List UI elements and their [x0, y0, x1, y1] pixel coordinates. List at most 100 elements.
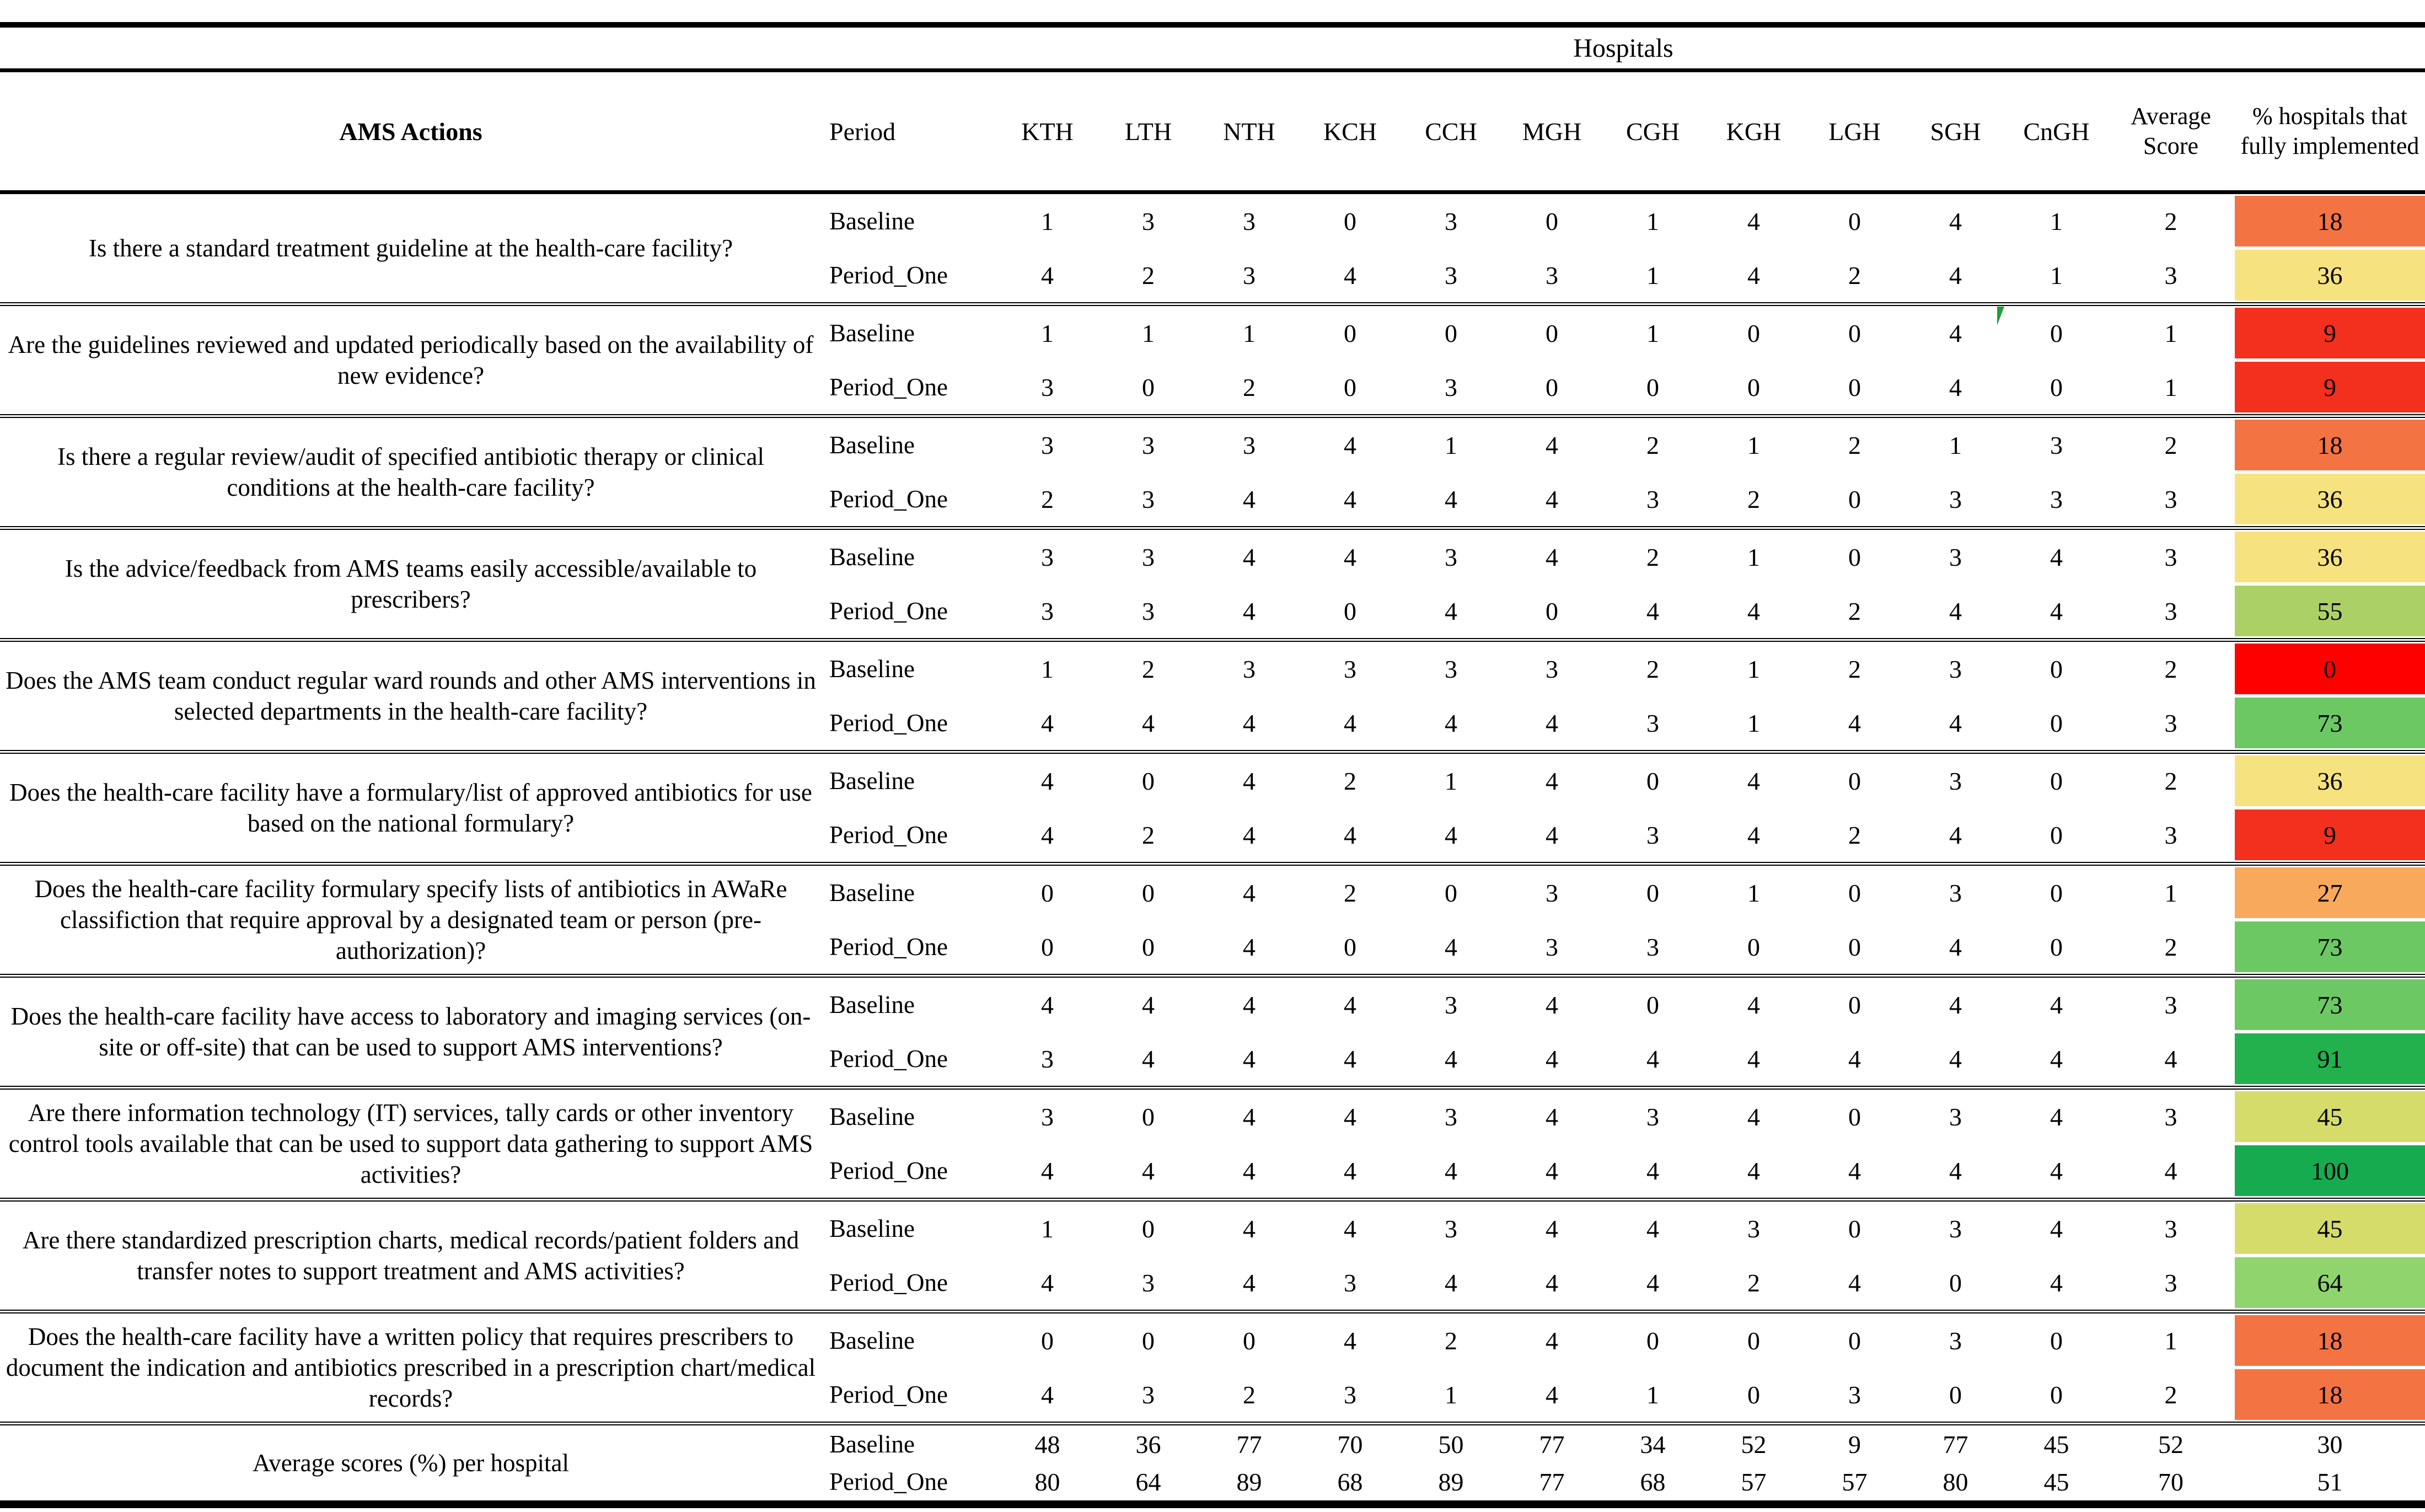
score-cell-cgh: 4	[1646, 1156, 1659, 1185]
score-cell-cch: 3	[1445, 990, 1457, 1019]
score-cell-nth: 0	[1243, 1326, 1256, 1355]
period-label: Baseline	[829, 879, 915, 907]
period-label: Baseline	[829, 431, 915, 459]
score-cell-cngh: 4	[2050, 597, 2063, 625]
score-cell-kch: 4	[1344, 1326, 1356, 1355]
score-cell-kth: 3	[1041, 543, 1054, 571]
pct-cell-wrap: 36	[2235, 754, 2425, 808]
score-cell-sgh: 4	[1949, 1156, 1962, 1185]
score-cell-sgh: 4	[1949, 932, 1962, 961]
subrows: Baseline 4 4 4 4 3 4 0 4 0 4 4 3 73 Period_One 3 4 4 4 4 4 4 4…	[822, 978, 2425, 1086]
score-cell-mgh: 0	[1546, 319, 1558, 347]
score-cell-kth: 4	[1041, 990, 1054, 1019]
score-cell-kch: 4	[1344, 990, 1356, 1019]
score-cell-lgh: 0	[1848, 766, 1861, 795]
score-cell-mgh: 4	[1546, 1326, 1558, 1355]
score-cell-cngh: 4	[2050, 1102, 2063, 1131]
average-score-cell: 2	[2164, 766, 2177, 795]
question-cell: Are there standardized prescription char…	[22, 1226, 800, 1285]
score-cell-lth: 0	[1142, 1326, 1155, 1355]
score-cell-kth: 4	[1041, 1156, 1054, 1185]
score-cell-nth: 89	[1236, 1467, 1262, 1496]
score-cell-kgh: 57	[1741, 1467, 1767, 1496]
score-cell-lth: 3	[1142, 597, 1155, 625]
average-score-header: Average Score	[2131, 103, 2211, 159]
hospital-code-header-cngh: CnGH	[2023, 117, 2090, 146]
average-score-cell: 3	[2164, 1102, 2177, 1131]
pct-cell-wrap: 91	[2235, 1032, 2425, 1086]
score-cell-kth: 0	[1041, 1326, 1054, 1355]
score-cell-kgh: 4	[1747, 766, 1760, 795]
average-score-cell: 52	[2158, 1430, 2183, 1459]
score-cell-lgh: 57	[1842, 1467, 1868, 1496]
question-cell: Are there information technology (IT) se…	[8, 1099, 813, 1188]
score-cell-kch: 4	[1344, 431, 1356, 459]
score-cell-nth: 4	[1243, 597, 1256, 625]
hospital-code-header-kgh: KGH	[1726, 117, 1782, 146]
average-score-cell: 2	[2164, 207, 2177, 235]
score-cell-cngh: 0	[2050, 373, 2063, 401]
pct-implemented-cell: 18	[2235, 420, 2425, 470]
period-label: Baseline	[829, 319, 915, 347]
score-cell-cch: 3	[1445, 261, 1457, 289]
period-label: Baseline	[829, 991, 915, 1018]
score-cell-sgh: 3	[1949, 655, 1962, 683]
pct-cell-wrap: 73	[2235, 696, 2425, 750]
subrows: Baseline 3 0 4 4 3 4 3 4 0 3 4 3 45 Period_One 4 4 4 4 4 4 4 4…	[822, 1090, 2425, 1198]
pct-implemented-cell: 36	[2235, 755, 2425, 806]
score-cell-nth: 4	[1243, 709, 1256, 737]
score-cell-cch: 0	[1445, 319, 1457, 347]
score-cell-kgh: 1	[1747, 709, 1760, 737]
pct-cell-wrap: 9	[2235, 808, 2425, 862]
score-cell-mgh: 4	[1546, 1102, 1558, 1131]
score-cell-cch: 89	[1438, 1467, 1464, 1496]
score-cell-cch: 4	[1445, 821, 1457, 849]
score-cell-lth: 36	[1135, 1430, 1161, 1459]
score-cell-sgh: 4	[1949, 1044, 1962, 1073]
score-cell-kgh: 1	[1747, 543, 1760, 571]
score-cell-mgh: 3	[1546, 932, 1558, 961]
question-row-group: Are there information technology (IT) se…	[0, 1086, 2425, 1198]
score-cell-cgh: 3	[1646, 932, 1659, 961]
pct-implemented-cell: 45	[2235, 1091, 2425, 1142]
pct-fully-implemented-header: % hospitals that fully implemented	[2240, 103, 2419, 159]
period-label: Baseline	[829, 1103, 915, 1130]
question-row-group: Is the advice/feedback from AMS teams ea…	[0, 526, 2425, 638]
table-subrow-period_one: Period_One 3 4 4 4 4 4 4 4 4 4 4 4 91	[822, 1032, 2425, 1086]
hospitals-band-row: Hospitals	[0, 28, 2425, 72]
score-cell-mgh: 4	[1546, 1268, 1558, 1297]
period-label: Period_One	[829, 373, 948, 401]
score-cell-cch: 4	[1445, 932, 1457, 961]
score-cell-cgh: 3	[1646, 1102, 1659, 1131]
score-cell-lth: 64	[1135, 1467, 1161, 1496]
score-cell-kth: 0	[1041, 878, 1054, 907]
question-row-group: Does the health-care facility have a for…	[0, 750, 2425, 862]
score-cell-kch: 3	[1344, 1268, 1356, 1297]
question-cell: Is the advice/feedback from AMS teams ea…	[65, 555, 757, 613]
score-cell-kth: 1	[1041, 319, 1054, 347]
score-cell-mgh: 4	[1546, 1380, 1558, 1409]
score-cell-cgh: 3	[1646, 485, 1659, 513]
score-cell-cch: 4	[1445, 597, 1457, 625]
score-cell-kth: 80	[1034, 1467, 1060, 1496]
pct-implemented-cell: 73	[2235, 921, 2425, 972]
summary-row-group: Average scores (%) per hospital Baseline 4…	[0, 1422, 2425, 1500]
pct-implemented-cell: 9	[2235, 809, 2425, 860]
hospital-code-header-kch: KCH	[1323, 117, 1377, 146]
period-label: Period_One	[829, 709, 948, 737]
pct-cell-wrap: 51	[2235, 1463, 2425, 1500]
hospital-code-header-cch: CCH	[1425, 117, 1477, 146]
score-cell-kth: 48	[1034, 1430, 1060, 1459]
table-subrow-baseline: Baseline 3 3 3 4 1 4 2 1 2 1 3 2 18	[822, 418, 2425, 472]
score-cell-mgh: 0	[1546, 597, 1558, 625]
average-score-cell: 3	[2164, 485, 2177, 513]
score-cell-kch: 68	[1337, 1467, 1363, 1496]
score-cell-kth: 1	[1041, 655, 1054, 683]
score-cell-nth: 4	[1243, 878, 1256, 907]
average-score-cell: 2	[2164, 932, 2177, 961]
score-cell-cngh: 0	[2050, 932, 2063, 961]
hospital-code-header-mgh: MGH	[1522, 117, 1582, 146]
score-cell-cngh: 4	[2050, 1214, 2063, 1243]
score-cell-nth: 77	[1236, 1430, 1262, 1459]
score-cell-lgh: 0	[1848, 485, 1861, 513]
